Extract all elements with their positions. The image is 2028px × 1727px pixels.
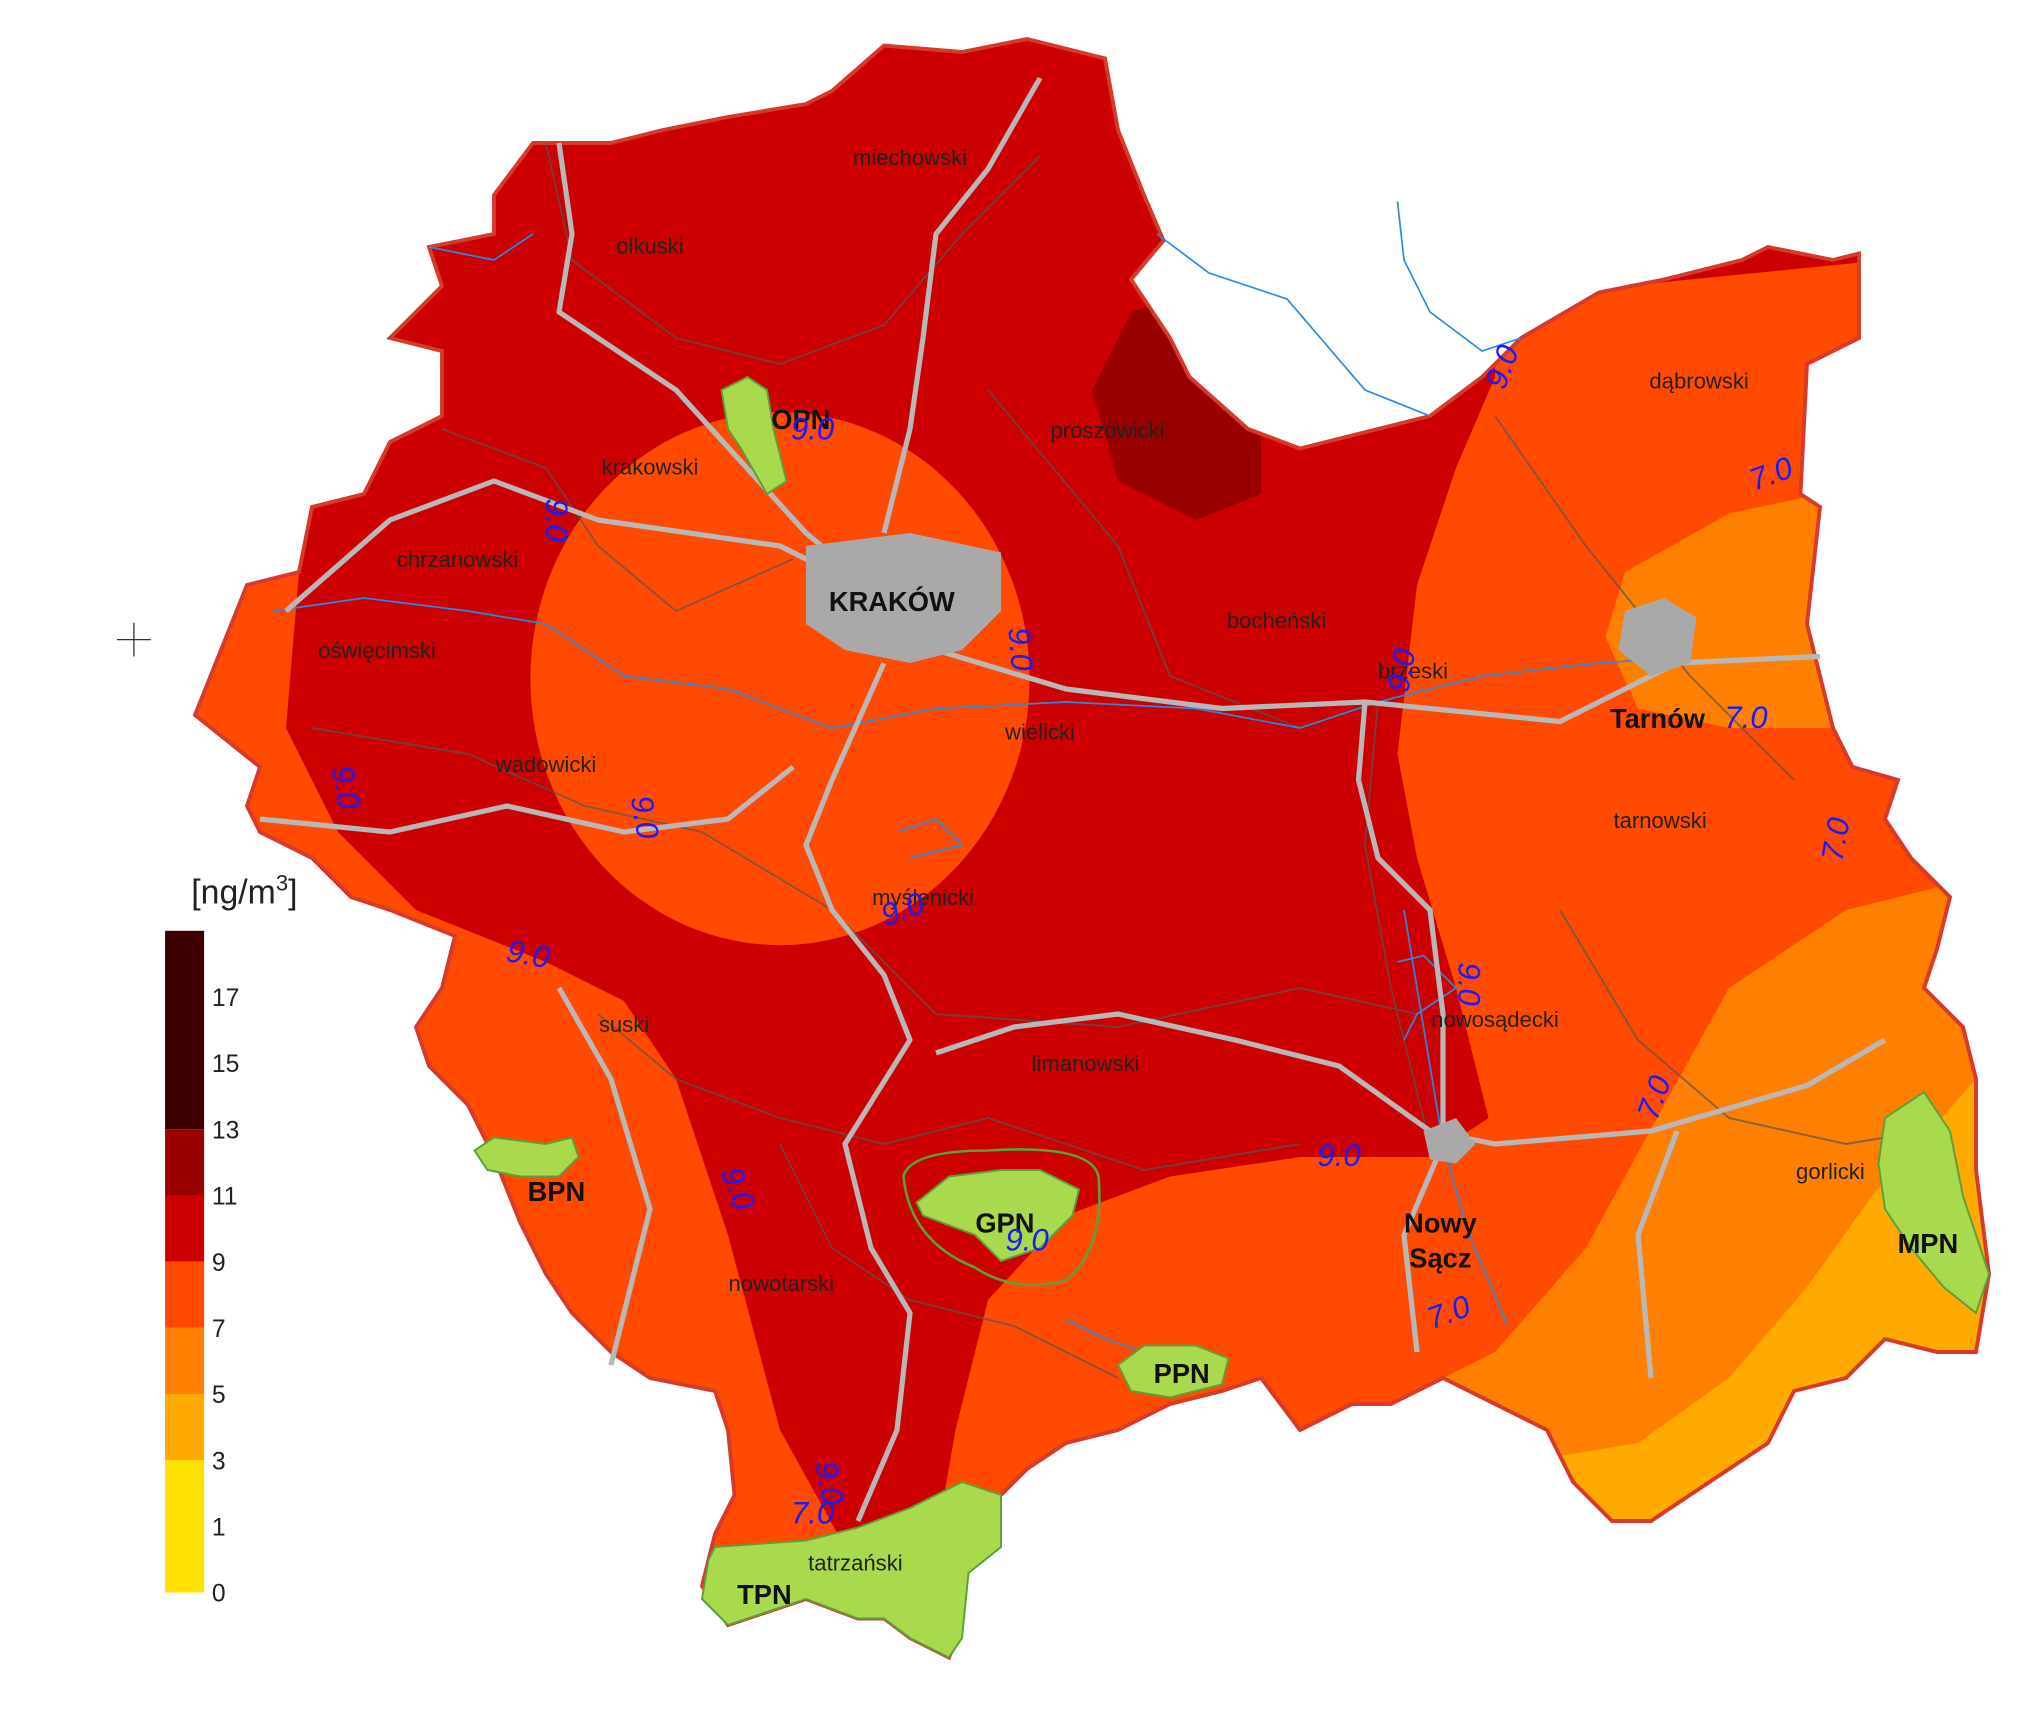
crosshair — [116, 622, 151, 657]
contour-label: 7.0 — [1724, 700, 1768, 735]
legend-swatch — [165, 1129, 205, 1196]
city-labels: KRAKÓW Tarnów Nowy Sącz — [829, 586, 1706, 1273]
district-label: tarnowski — [1613, 808, 1706, 833]
district-label: nowotarski — [729, 1271, 835, 1296]
park-labels: OPN BPN GPN PPN TPN MPN — [528, 404, 1959, 1610]
contour-label: 9.0 — [325, 763, 367, 812]
park-label: OPN — [771, 404, 830, 435]
legend-unit-exp: 3 — [276, 870, 288, 895]
district-label: proszowicki — [1051, 418, 1165, 443]
contour-label: 9.0 — [808, 1458, 850, 1507]
district-label: oświęcimski — [318, 638, 436, 663]
district-label: limanowski — [1032, 1051, 1140, 1076]
rivers — [272, 201, 1691, 1353]
legend-tick-label: 9 — [212, 1250, 226, 1277]
city-area — [1423, 1118, 1476, 1164]
park-label: MPN — [1898, 1228, 1959, 1259]
city-area — [806, 533, 1001, 663]
legend-swatch — [165, 1327, 205, 1394]
contour-label: 9.0 — [1317, 1138, 1361, 1173]
legend-tick-label: 5 — [212, 1382, 226, 1409]
contour-label: 9.0 — [539, 498, 574, 542]
park-label: PPN — [1154, 1358, 1210, 1389]
city-label: Nowy — [1404, 1207, 1478, 1238]
legend-tick-label: 1 — [212, 1514, 226, 1541]
legend-unit: [ng/m3] — [191, 870, 297, 911]
legend-tick-label: 17 — [212, 985, 239, 1012]
district-labels: miechowski olkuski proszowicki krakowski… — [318, 145, 1865, 1575]
district-label: miechowski — [853, 145, 967, 170]
contour-label: 9.0 — [1380, 645, 1422, 694]
contour-label: 7.0 — [1815, 814, 1857, 863]
district-label: brzeski — [1378, 659, 1448, 684]
district-label: suski — [599, 1012, 649, 1037]
legend-tick-label: 3 — [212, 1448, 226, 1475]
legend-unit-base: [ng/m — [191, 873, 276, 911]
legend-tick-label: 13 — [212, 1117, 239, 1144]
district-label: wielicki — [1004, 720, 1075, 745]
city-label: KRAKÓW — [829, 586, 955, 617]
legend-tick-label: 0 — [212, 1581, 226, 1608]
district-label: nowosądecki — [1431, 1007, 1559, 1032]
legend-swatch — [165, 1261, 205, 1328]
contour-label: 7.0 — [791, 1496, 835, 1531]
city-label: Sącz — [1409, 1243, 1471, 1274]
legend-tick-label: 15 — [212, 1051, 239, 1078]
district-label: bocheński — [1227, 608, 1326, 633]
contour-label: 9.0 — [1452, 962, 1487, 1006]
district-label: wadowicki — [495, 752, 597, 777]
legend-swatch — [165, 1460, 205, 1593]
contour-label: 9.0 — [1001, 626, 1040, 673]
district-label: olkuski — [616, 233, 684, 258]
region-outline — [192, 37, 1991, 1661]
district-label: dąbrowski — [1649, 369, 1748, 394]
park-label: BPN — [528, 1176, 586, 1207]
district-label: myślenicki — [872, 885, 974, 910]
contour-label: 9.0 — [791, 411, 835, 446]
parks — [473, 375, 1991, 1659]
legend-tick-label: 11 — [212, 1184, 238, 1211]
roads — [259, 76, 1887, 1523]
city-label: Tarnów — [1610, 703, 1706, 734]
legend-swatch — [165, 1195, 205, 1262]
borders — [311, 142, 1925, 1379]
district-label: krakowski — [602, 454, 699, 479]
legend-swatch — [165, 1393, 205, 1461]
city-area — [1618, 598, 1697, 676]
park-label: TPN — [737, 1579, 792, 1610]
district-label: chrzanowski — [397, 547, 518, 572]
contour-label: 9.0 — [504, 933, 553, 975]
legend-unit-close: ] — [288, 873, 297, 911]
contour-label: 9.0 — [1005, 1223, 1049, 1258]
legend-tick-label: 7 — [212, 1316, 226, 1343]
district-label: tatrzański — [808, 1550, 902, 1575]
legend-swatch — [165, 930, 205, 1130]
park-label: GPN — [975, 1207, 1034, 1238]
contour-label: 9.0 — [624, 793, 666, 842]
district-label: gorlicki — [1796, 1159, 1865, 1184]
